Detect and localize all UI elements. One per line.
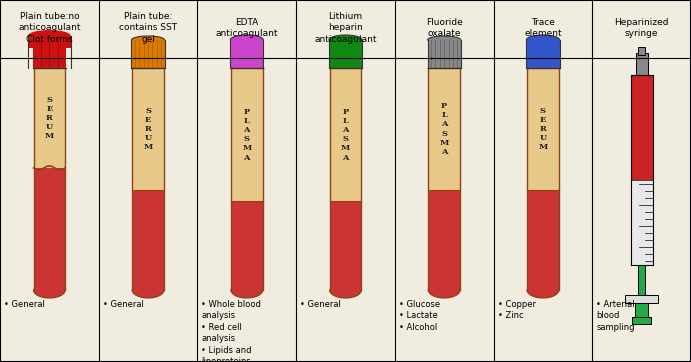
Bar (428, 190, 460, 290)
Bar (131, 40, 164, 68)
Text: P
L
A
S
M
A: P L A S M A (341, 108, 350, 161)
Text: Heparinized
syringe: Heparinized syringe (614, 18, 669, 38)
Ellipse shape (28, 30, 71, 42)
Bar (635, 303, 648, 317)
Text: Trace
element: Trace element (524, 18, 562, 38)
Bar (428, 68, 460, 190)
Ellipse shape (428, 36, 461, 44)
Bar (527, 190, 559, 290)
Text: • General: • General (4, 300, 45, 309)
Text: P
L
A
S
M
A: P L A S M A (439, 102, 449, 156)
Bar (632, 317, 651, 324)
Ellipse shape (527, 282, 559, 298)
Bar (231, 201, 263, 290)
Bar (230, 40, 263, 68)
Ellipse shape (34, 282, 65, 298)
Ellipse shape (231, 282, 263, 298)
Bar (330, 68, 361, 201)
Bar (28, 36, 71, 48)
Bar (625, 295, 658, 303)
Text: S
E
R
U
M: S E R U M (144, 107, 153, 151)
Bar (34, 168, 65, 290)
Text: • Whole blood
analysis
• Red cell
analysis
• Lipids and
lipoproteins: • Whole blood analysis • Red cell analys… (201, 300, 261, 362)
Text: • Copper
• Zinc: • Copper • Zinc (498, 300, 536, 320)
Ellipse shape (132, 282, 164, 298)
Ellipse shape (131, 36, 164, 44)
Bar (527, 68, 559, 190)
Bar (527, 40, 560, 68)
Ellipse shape (230, 35, 263, 45)
Ellipse shape (330, 282, 361, 298)
Bar (34, 68, 65, 168)
Text: • General: • General (103, 300, 144, 309)
Text: • Glucose
• Lactate
• Alcohol: • Glucose • Lactate • Alcohol (399, 300, 440, 332)
Text: • General: • General (300, 300, 341, 309)
Bar (231, 68, 263, 201)
Text: Fluoride
oxalate: Fluoride oxalate (426, 18, 462, 38)
Bar (132, 190, 164, 290)
Bar (330, 201, 361, 290)
Bar (329, 40, 362, 68)
Text: Plain tube:
contains SST
gel: Plain tube: contains SST gel (119, 12, 177, 43)
Ellipse shape (428, 282, 460, 298)
Text: Plain tube:no
anticoagulant
Clot forms: Plain tube:no anticoagulant Clot forms (18, 12, 81, 43)
Text: EDTA
anticoagulant: EDTA anticoagulant (216, 18, 278, 38)
Bar (631, 180, 652, 265)
Bar (132, 68, 164, 190)
Text: P
L
A
S
M
A: P L A S M A (242, 108, 252, 161)
Text: S
E
R
U
M: S E R U M (45, 96, 54, 140)
Text: Lithium
heparin
anticoagulant: Lithium heparin anticoagulant (314, 12, 377, 43)
Text: • Arterial
blood
sampling: • Arterial blood sampling (596, 300, 635, 332)
Text: S
E
R
U
M: S E R U M (538, 107, 547, 151)
Bar (32, 40, 66, 68)
Ellipse shape (329, 35, 362, 45)
Bar (631, 75, 652, 180)
Bar (638, 47, 645, 55)
Ellipse shape (527, 35, 560, 45)
Bar (428, 40, 461, 68)
Bar (638, 265, 645, 295)
Bar (636, 53, 647, 75)
